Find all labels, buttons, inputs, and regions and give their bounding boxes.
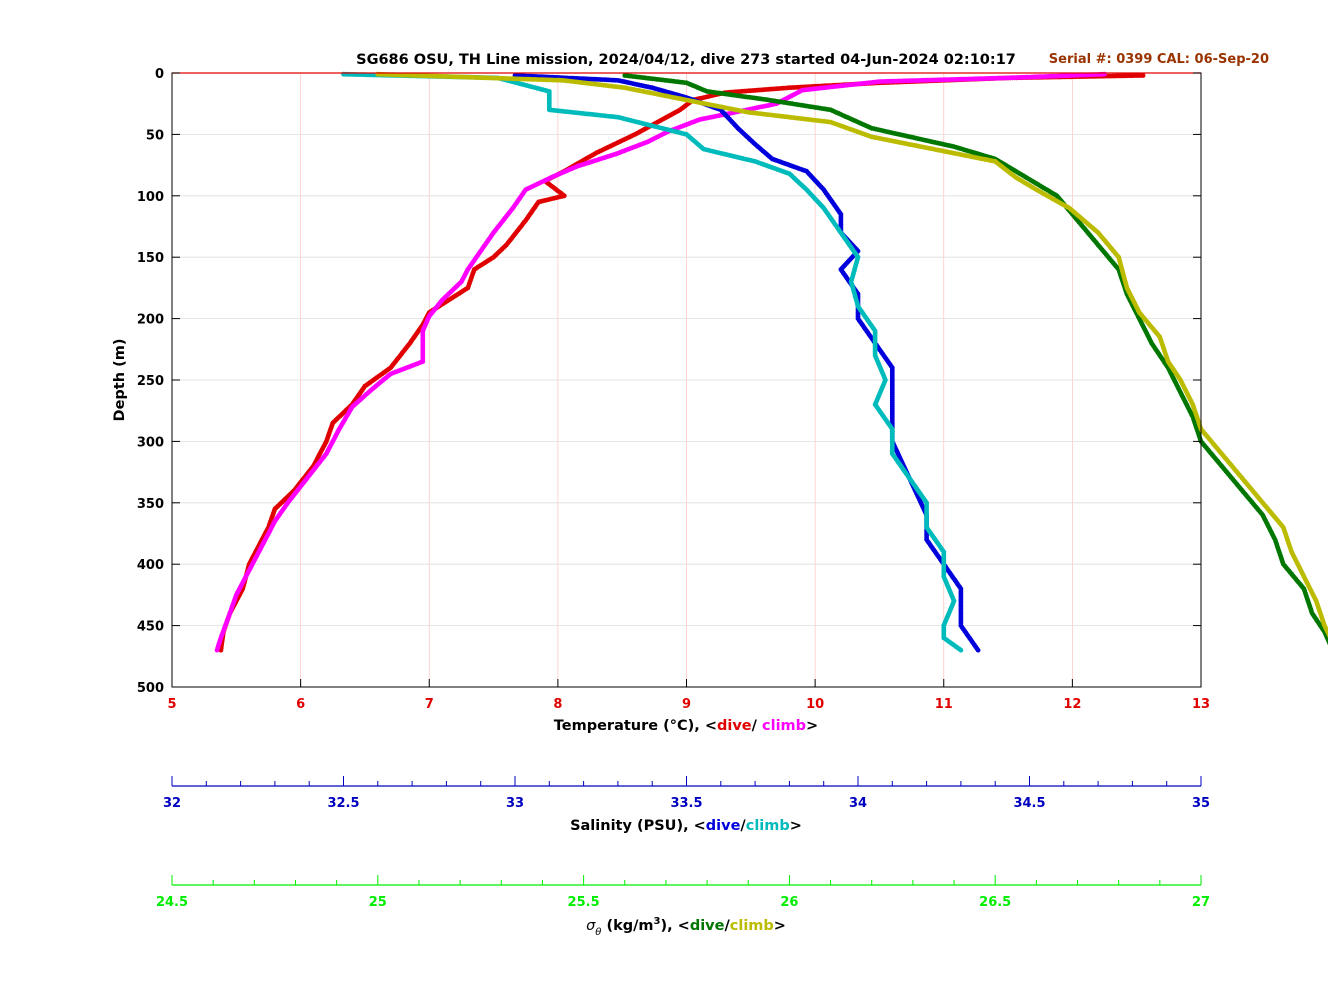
y-tick-label: 0 [155, 67, 164, 82]
temp-dive-label: dive [717, 718, 752, 734]
temp-climb-label: climb [762, 718, 806, 734]
temperature-axis-label: Temperature (°C), <dive/ climb> [554, 718, 818, 734]
y-tick-label: 350 [137, 497, 164, 512]
temp-tick-label: 5 [167, 697, 176, 712]
y-tick-label: 250 [137, 374, 164, 389]
sal-tick-label: 33.5 [670, 796, 702, 811]
series-sal_dive [512, 73, 981, 653]
temp-tick-label: 7 [425, 697, 434, 712]
data-point [214, 647, 220, 653]
dens-tick-label: 25.5 [568, 895, 600, 910]
y-tick-label: 450 [137, 620, 164, 635]
temperature-axis: 5 6 7 8 9 10 11 12 13 [167, 679, 1210, 712]
y-tick-label: 400 [137, 558, 164, 573]
dens-tick-label: 25 [369, 895, 387, 910]
grid [171, 72, 1202, 688]
sal-tick-label: 34.5 [1013, 796, 1045, 811]
y-axis-label: Depth (m) [112, 339, 128, 422]
temp-tick-label: 10 [806, 697, 824, 712]
dens-dive-label: dive [690, 918, 725, 934]
sal-tick-label: 32 [163, 796, 181, 811]
dens-tick-label: 24.5 [156, 895, 188, 910]
sal-tick-label: 33 [506, 796, 524, 811]
series-sal_climb [341, 71, 964, 653]
series-dens_dive [622, 73, 1328, 646]
data-point [975, 647, 981, 653]
dens-tick-label: 27 [1192, 895, 1210, 910]
series-temp_climb [214, 71, 1107, 653]
series-layer [214, 71, 1328, 653]
sal-dive-label: dive [706, 818, 741, 834]
temp-tick-label: 6 [296, 697, 305, 712]
temp-tick-label: 9 [682, 697, 691, 712]
series-dens_climb [375, 71, 1328, 638]
series-temp_dive [218, 73, 1146, 653]
dens-climb-label: climb [730, 918, 774, 934]
y-tick-label: 100 [137, 190, 164, 205]
dens-tick-label: 26.5 [979, 895, 1011, 910]
y-tick-label: 50 [146, 128, 164, 143]
dens-tick-label: 26 [780, 895, 798, 910]
y-tick-label: 200 [137, 313, 164, 328]
salinity-axis: 32 32.5 33 33.5 34 34.5 35 [163, 776, 1210, 811]
y-axis: 0 50 100 150 200 250 300 350 400 450 500 [137, 67, 1201, 696]
sal-climb-label: climb [746, 818, 790, 834]
serial-cal-label: Serial #: 0399 CAL: 06-Sep-20 [1049, 52, 1269, 67]
y-tick-label: 300 [137, 435, 164, 450]
chart-title: SG686 OSU, TH Line mission, 2024/04/12, … [356, 52, 1016, 68]
temp-tick-label: 11 [935, 697, 953, 712]
temp-tick-label: 13 [1192, 697, 1210, 712]
salinity-axis-label: Salinity (PSU), <dive/climb> [570, 818, 802, 834]
density-axis: 24.5 25 25.5 26 26.5 27 [156, 875, 1210, 910]
data-point [958, 647, 964, 653]
temp-tick-label: 12 [1063, 697, 1081, 712]
sal-tick-label: 34 [849, 796, 867, 811]
density-axis-label: σθ (kg/m3), <dive/climb> [586, 916, 786, 938]
temp-tick-label: 8 [553, 697, 562, 712]
sal-tick-label: 35 [1192, 796, 1210, 811]
y-tick-label: 150 [137, 251, 164, 266]
sal-tick-label: 32.5 [327, 796, 359, 811]
y-tick-label: 500 [137, 681, 164, 696]
